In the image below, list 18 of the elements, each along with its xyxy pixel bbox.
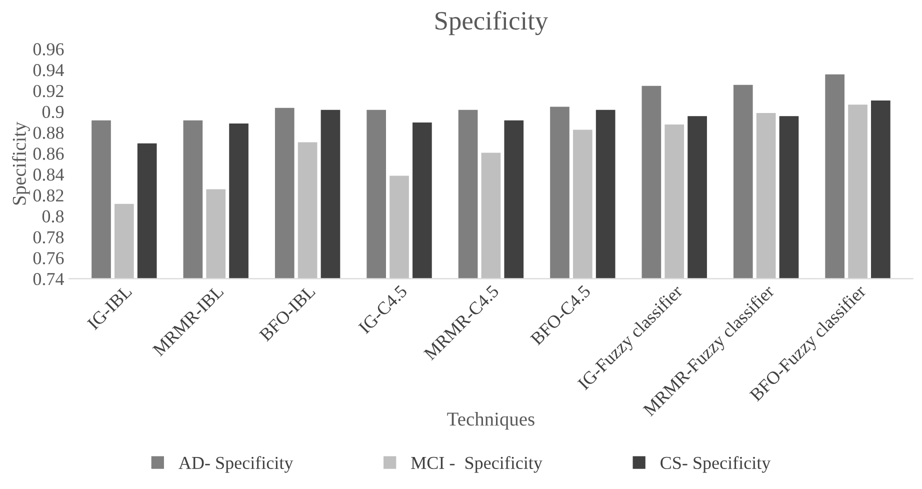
legend-label: AD- Specificity (178, 456, 294, 473)
y-tick-label: 0.82 (33, 189, 64, 202)
y-tick-label: 0.84 (33, 168, 64, 181)
y-tick-label: 0.86 (33, 148, 64, 160)
y-tick-label: 0.92 (33, 84, 64, 98)
y-tick-label: 0.88 (33, 126, 64, 139)
y-tick-label: 0.94 (33, 64, 64, 76)
y-tick-label: 0.9 (42, 106, 64, 118)
y-tick-label: 0.96 (33, 43, 64, 56)
y-tick-label: 0.78 (33, 231, 64, 244)
y-tick-label: 0.8 (42, 210, 64, 223)
legend-label: CS- Specificity (660, 456, 771, 473)
legend-label: MCI - Specificity (411, 456, 542, 473)
y-axis-title: Specificity (12, 122, 30, 205)
x-axis-title: Techniques (447, 412, 534, 430)
chart-title: Specificity (436, 10, 548, 36)
y-tick-label: 0.76 (33, 252, 64, 264)
y-tick-label: 0.74 (33, 272, 64, 286)
